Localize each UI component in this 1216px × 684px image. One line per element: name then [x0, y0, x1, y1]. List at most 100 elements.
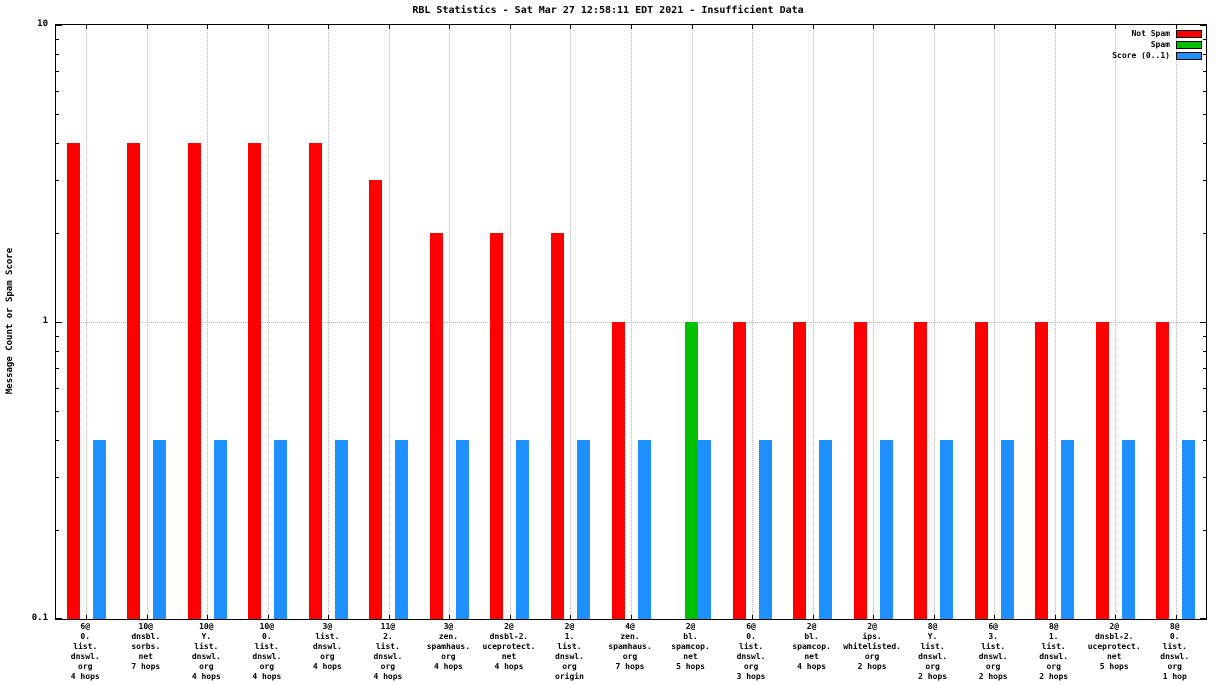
y-minor-tick: [1203, 440, 1206, 442]
bar-score-0-1: [213, 440, 227, 619]
legend-swatch-not-spam: [1176, 29, 1202, 38]
x-category-tick: [1175, 615, 1177, 619]
x-category-tick: [267, 25, 269, 29]
y-tick-label: 0.1: [31, 613, 48, 623]
x-category-label: 8@ Y. list. dnswl. org 2 hops: [918, 622, 948, 681]
x-category-tick: [752, 615, 754, 619]
x-category-label: 10@ Y. list. dnswl. org 4 hops: [191, 622, 221, 681]
y-major-tick: [1200, 25, 1206, 26]
y-minor-tick: [1203, 411, 1206, 413]
bar-spam: [685, 322, 699, 619]
bar-score-0-1: [576, 440, 590, 619]
legend-swatch-spam: [1176, 40, 1202, 49]
y-minor-tick: [1203, 477, 1206, 479]
x-category-label: 11@ 2. list. dnswl. org 4 hops: [373, 622, 403, 681]
x-category-tick: [933, 25, 935, 29]
x-category-tick: [631, 25, 632, 29]
y-minor-tick: [1203, 180, 1206, 182]
y-minor-tick: [1203, 387, 1206, 389]
y-minor-tick: [56, 477, 59, 479]
x-category-label: 6@ 0. list. dnswl. org 4 hops: [70, 622, 100, 681]
y-minor-tick: [56, 368, 59, 369]
legend-label: Spam: [1150, 40, 1170, 49]
bar-score-0-1: [1000, 440, 1014, 619]
x-category-tick: [1115, 615, 1117, 619]
x-category-tick: [146, 615, 148, 619]
bar-not-spam: [248, 143, 262, 619]
x-category-tick: [86, 25, 88, 29]
x-category-tick: [873, 615, 875, 619]
x-category-tick: [388, 25, 390, 29]
legend-entry-score-0-1: Score (0..1): [1112, 50, 1202, 61]
bar-not-spam: [611, 322, 625, 619]
bar-not-spam: [490, 232, 504, 619]
x-category-label: 2@ bl. spamcop. net 5 hops: [671, 622, 710, 671]
bar-not-spam: [793, 322, 807, 619]
y-minor-tick: [1203, 143, 1206, 145]
y-minor-tick: [1203, 38, 1206, 40]
x-category-label: 3@ zen. spamhaus. org 4 hops: [426, 622, 471, 671]
y-major-tick: [56, 322, 62, 323]
bar-not-spam: [550, 232, 564, 619]
bar-not-spam: [974, 322, 988, 619]
x-category-tick: [812, 615, 814, 619]
bar-score-0-1: [334, 440, 348, 619]
x-category-tick: [570, 615, 572, 619]
x-category-tick: [388, 615, 390, 619]
y-minor-tick: [1203, 71, 1206, 72]
x-category-label: 2@ 1. list. dnswl. org origin: [555, 622, 584, 681]
y-major-tick: [1200, 322, 1206, 323]
x-category-label: 8@ 1. list. dnswl. org 2 hops: [1039, 622, 1069, 681]
bar-score-0-1: [879, 440, 893, 619]
y-minor-tick: [1203, 90, 1206, 92]
y-minor-tick: [56, 38, 59, 40]
x-category-label: 10@ 0. list. dnswl. org 4 hops: [252, 622, 282, 681]
bar-score-0-1: [1121, 440, 1135, 619]
x-category-tick: [994, 615, 996, 619]
y-minor-tick: [56, 411, 59, 413]
x-category-tick: [328, 25, 330, 29]
x-category-label: 2@ dnsbl-2. uceprotect. net 5 hops: [1087, 622, 1141, 671]
x-category-label: 3@ list. dnswl. org 4 hops: [312, 622, 342, 671]
x-category-tick: [812, 25, 814, 29]
bar-score-0-1: [153, 440, 167, 619]
legend-label: Score (0..1): [1112, 51, 1170, 60]
bar-not-spam: [429, 232, 443, 619]
y-minor-tick: [1203, 232, 1206, 234]
y-minor-tick: [1203, 53, 1206, 55]
y-minor-tick: [56, 90, 59, 92]
x-category-tick: [449, 615, 451, 619]
x-category-tick: [509, 615, 511, 619]
bar-not-spam: [1156, 322, 1170, 619]
y-minor-tick: [56, 143, 59, 145]
y-minor-tick: [56, 71, 59, 72]
x-category-tick: [933, 615, 935, 619]
chart-title: RBL Statistics - Sat Mar 27 12:58:11 EDT…: [412, 5, 804, 16]
bar-score-0-1: [516, 440, 530, 619]
x-category-tick: [207, 25, 209, 29]
x-category-tick: [86, 615, 88, 619]
bar-score-0-1: [395, 440, 409, 619]
bar-not-spam: [914, 322, 928, 619]
y-minor-tick: [56, 440, 59, 442]
y-minor-tick: [56, 350, 59, 352]
bar-not-spam: [127, 143, 141, 619]
x-category-tick: [1054, 25, 1056, 29]
x-category-tick: [873, 25, 875, 29]
x-category-tick: [994, 25, 996, 29]
y-minor-tick: [56, 232, 59, 234]
plot-area: Not Spam Spam Score (0..1): [55, 24, 1207, 620]
x-category-tick: [509, 25, 511, 29]
y-minor-tick: [1203, 350, 1206, 352]
x-category-tick: [1054, 615, 1056, 619]
bar-not-spam: [66, 143, 80, 619]
bar-score-0-1: [455, 440, 469, 619]
x-category-label: 2@ bl. spamcop. net 4 hops: [792, 622, 831, 671]
y-minor-tick: [56, 335, 59, 337]
y-minor-tick: [56, 180, 59, 182]
x-category-label: 6@ 3. list. dnswl. org 2 hops: [978, 622, 1008, 681]
bar-score-0-1: [274, 440, 288, 619]
y-major-tick: [1200, 618, 1206, 619]
x-category-label: 10@ dnsbl. sorbs. net 7 hops: [131, 622, 161, 671]
